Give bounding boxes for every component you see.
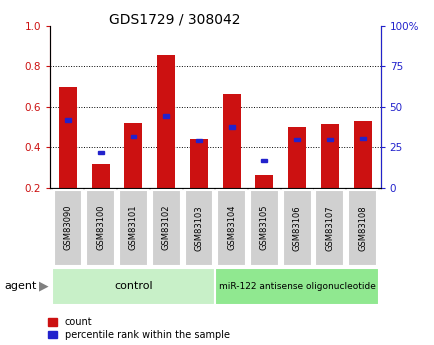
FancyBboxPatch shape — [86, 190, 115, 266]
FancyBboxPatch shape — [53, 190, 82, 266]
FancyBboxPatch shape — [52, 268, 215, 305]
Text: GSM83103: GSM83103 — [194, 205, 203, 250]
Text: GSM83100: GSM83100 — [96, 205, 105, 250]
Legend: count, percentile rank within the sample: count, percentile rank within the sample — [48, 317, 229, 340]
Text: ▶: ▶ — [39, 280, 49, 293]
FancyBboxPatch shape — [250, 190, 278, 266]
Bar — [287, 127, 306, 188]
Bar — [157, 55, 175, 188]
Text: GSM83102: GSM83102 — [161, 205, 170, 250]
Bar — [255, 175, 273, 188]
Bar — [98, 151, 103, 154]
Bar — [65, 118, 71, 122]
Text: GSM83101: GSM83101 — [129, 205, 138, 250]
Bar — [196, 139, 201, 142]
Text: GSM83106: GSM83106 — [292, 205, 301, 250]
FancyBboxPatch shape — [215, 268, 378, 305]
Bar — [222, 94, 240, 188]
Bar — [163, 114, 169, 118]
FancyBboxPatch shape — [315, 190, 343, 266]
FancyBboxPatch shape — [184, 190, 213, 266]
Text: GSM83105: GSM83105 — [260, 205, 268, 250]
Text: GSM83107: GSM83107 — [325, 205, 334, 250]
FancyBboxPatch shape — [217, 190, 246, 266]
FancyBboxPatch shape — [348, 190, 376, 266]
FancyBboxPatch shape — [282, 190, 311, 266]
Text: GDS1729 / 308042: GDS1729 / 308042 — [108, 12, 240, 26]
Bar — [359, 137, 365, 140]
Bar — [59, 87, 77, 188]
FancyBboxPatch shape — [119, 190, 148, 266]
Text: GSM83104: GSM83104 — [227, 205, 236, 250]
FancyBboxPatch shape — [151, 190, 180, 266]
Bar — [228, 125, 234, 129]
Bar — [130, 135, 136, 138]
Bar — [124, 123, 142, 188]
Text: GSM83108: GSM83108 — [357, 205, 366, 250]
Bar — [92, 164, 109, 188]
Text: control: control — [114, 282, 152, 291]
Bar — [190, 139, 207, 188]
Bar — [353, 121, 371, 188]
Bar — [293, 138, 299, 141]
Bar — [320, 124, 338, 188]
Text: GSM83090: GSM83090 — [63, 205, 72, 250]
Bar — [326, 138, 332, 141]
Text: agent: agent — [4, 282, 36, 291]
Bar — [261, 159, 267, 162]
Text: miR-122 antisense oligonucleotide: miR-122 antisense oligonucleotide — [218, 282, 375, 291]
